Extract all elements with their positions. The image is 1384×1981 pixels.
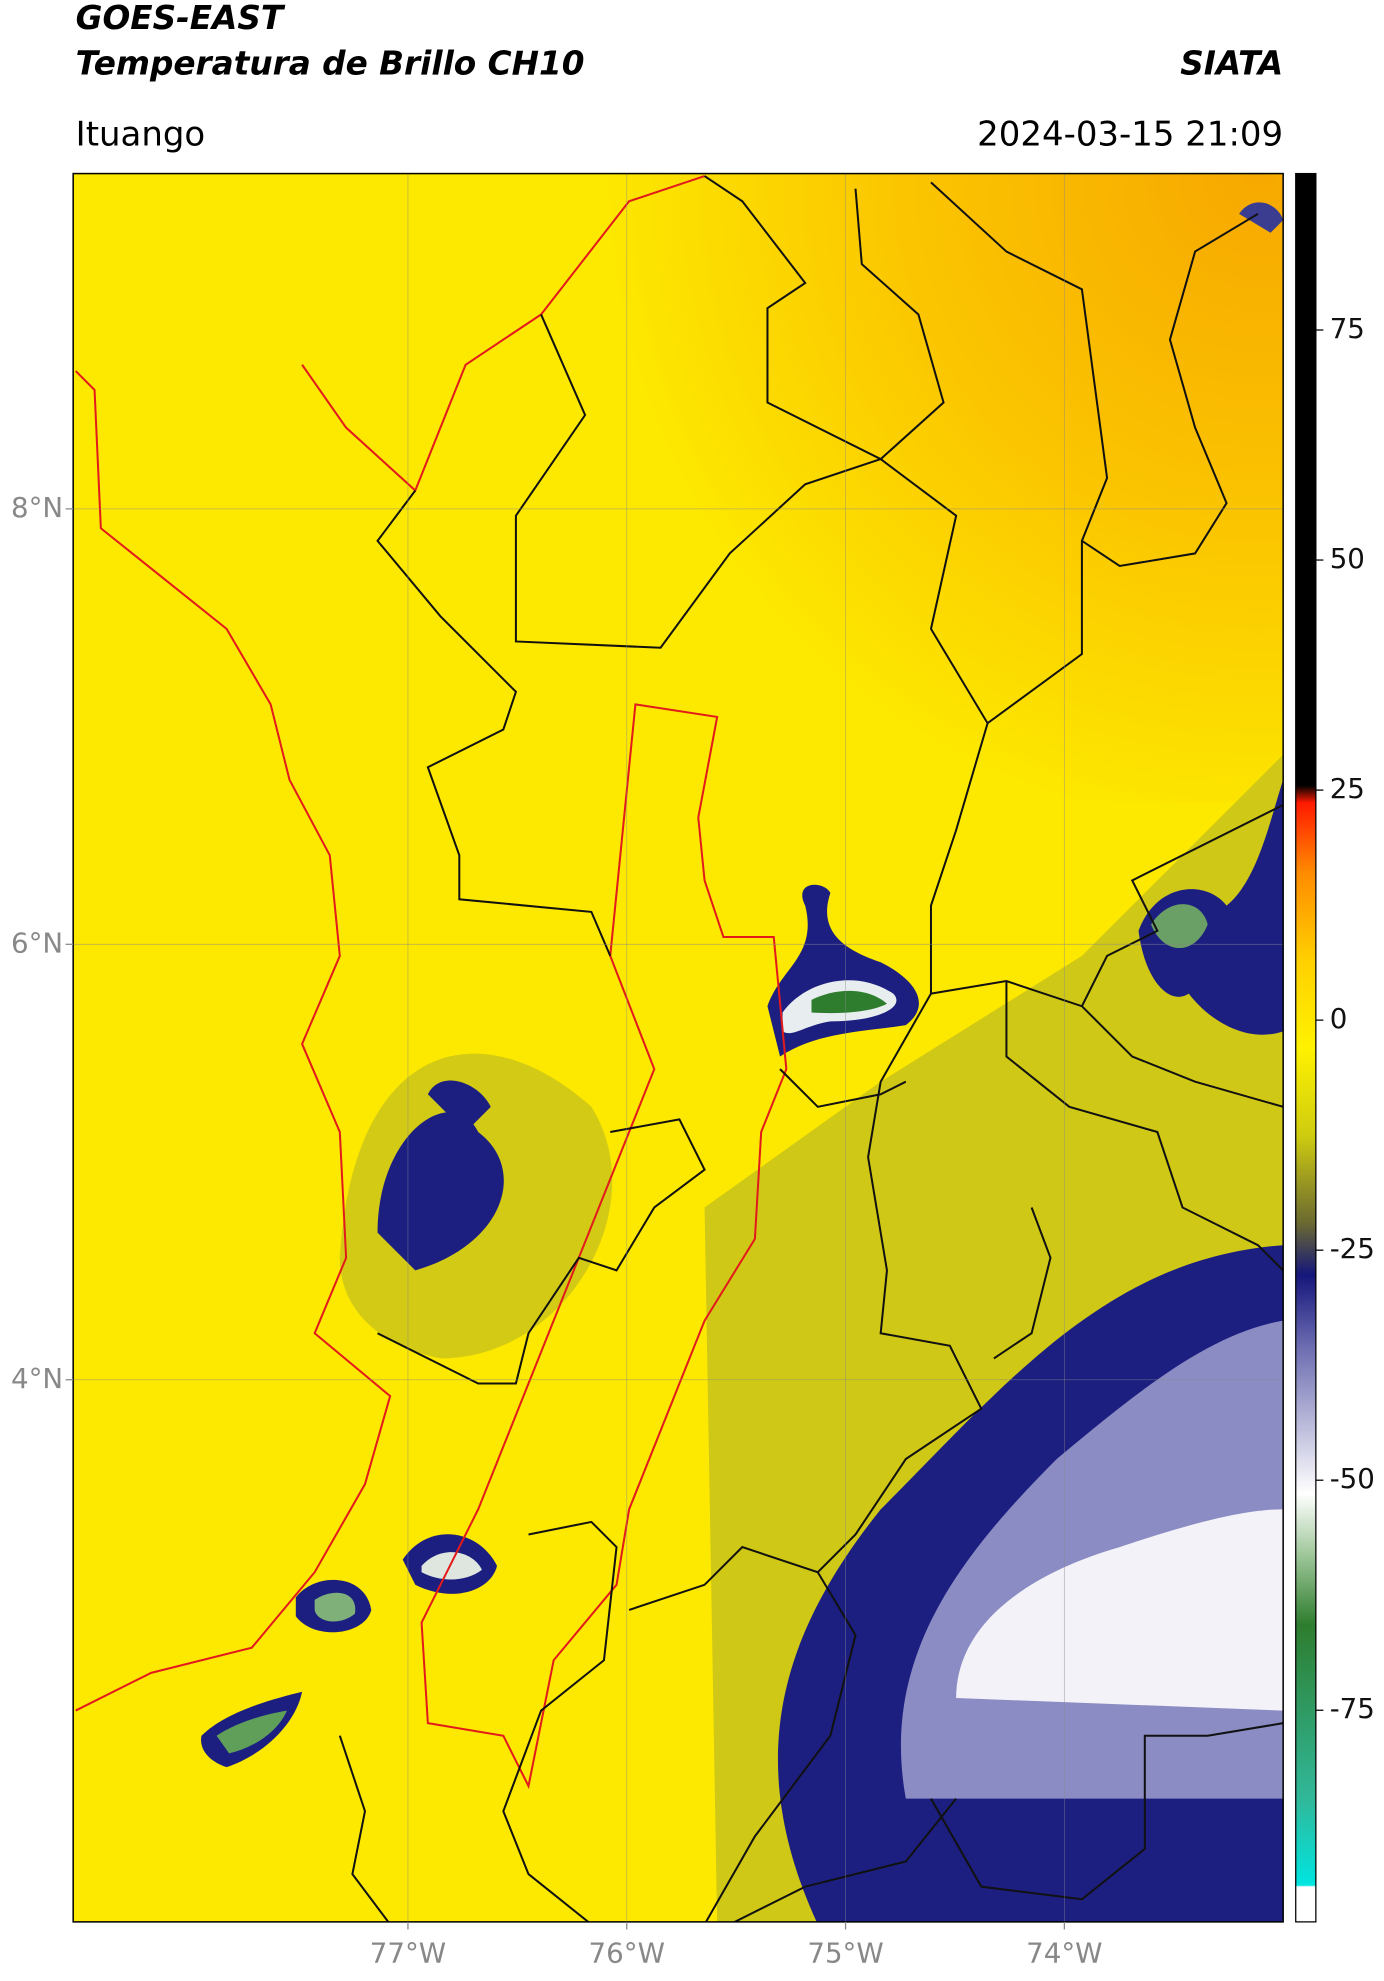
- subtitle: Temperatura de Brillo CH10: [76, 44, 585, 82]
- colorbar-tick-label: 0: [1330, 1002, 1348, 1035]
- colorbar-tick-label: -50: [1330, 1462, 1375, 1495]
- colorbar-tick-label: -75: [1330, 1692, 1375, 1725]
- map-frame: [72, 172, 1284, 1923]
- ticks: 77°W 76°W 75°W 74°W 8°N 6°N 4°N 75 50 25 0 -25 -50 -7…: [11, 312, 1375, 1970]
- grid: [73, 173, 1284, 1922]
- x-tick-label: 74°W: [1026, 1937, 1102, 1970]
- title: GOES-EAST: [76, 0, 286, 37]
- x-tick-label: 75°W: [807, 1937, 883, 1970]
- y-tick-label: 6°N: [11, 926, 63, 959]
- colorbar-tick-label: -25: [1330, 1232, 1375, 1265]
- colorbar-tick-label: 75: [1330, 312, 1365, 345]
- map-imagery: [73, 173, 1284, 1922]
- x-tick-label: 77°W: [370, 1937, 446, 1970]
- colorbar-tick-label: 25: [1330, 772, 1365, 805]
- colorbar-tick-label: 50: [1330, 542, 1365, 575]
- source: SIATA: [1180, 44, 1283, 82]
- datetime: 2024-03-15 21:09: [977, 114, 1283, 154]
- colorbar: [1295, 172, 1317, 1923]
- location: Ituango: [76, 114, 206, 154]
- y-tick-label: 4°N: [11, 1362, 63, 1395]
- y-tick-label: 8°N: [11, 491, 63, 524]
- x-tick-label: 76°W: [589, 1937, 665, 1970]
